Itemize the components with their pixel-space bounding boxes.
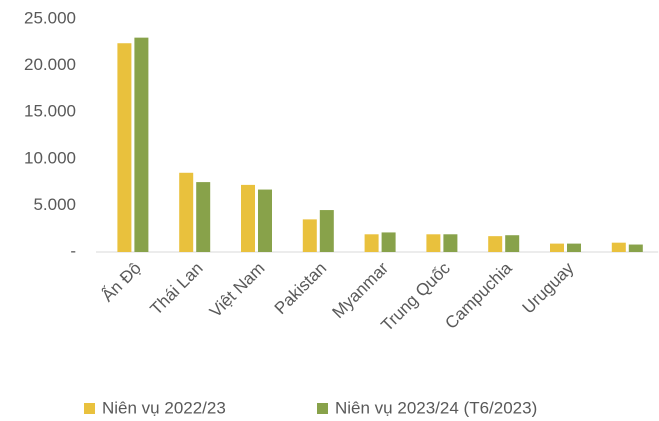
bar	[567, 243, 581, 252]
legend-label: Niên vụ 2022/23	[102, 398, 226, 417]
x-tick-label: Pakistan	[271, 259, 331, 319]
bar	[241, 184, 255, 252]
bar	[505, 235, 520, 252]
legend-swatch	[84, 403, 95, 414]
bar	[134, 37, 149, 252]
x-tick-label: Uruguay	[519, 258, 578, 317]
y-tick-label: 10.000	[24, 148, 76, 167]
bar	[302, 219, 317, 252]
legend-swatch	[317, 403, 328, 414]
bar	[364, 234, 379, 252]
bar	[611, 242, 626, 252]
y-tick-label: 15.000	[24, 102, 76, 121]
x-tick-label: Ấn Độ	[98, 259, 145, 306]
y-tick-label: -	[70, 241, 76, 260]
bar	[550, 243, 564, 252]
x-tick-label: Việt Nam	[206, 259, 269, 322]
y-tick-label: 25.000	[24, 8, 76, 27]
legend-label: Niên vụ 2023/24 (T6/2023)	[335, 398, 537, 417]
bar	[426, 234, 441, 252]
x-tick-label: Thái Lan	[146, 259, 206, 319]
bar	[628, 244, 643, 252]
bar	[319, 210, 334, 252]
bar	[117, 43, 132, 253]
bar	[196, 182, 211, 252]
bar	[381, 232, 396, 252]
x-tick-label: Myanmar	[329, 258, 393, 322]
bar	[179, 172, 194, 252]
bar	[258, 189, 272, 252]
bar	[488, 236, 503, 252]
bar	[443, 234, 458, 252]
y-tick-label: 20.000	[24, 55, 76, 74]
y-tick-label: 5.000	[33, 195, 76, 214]
x-tick-label: Campuchia	[441, 258, 516, 333]
